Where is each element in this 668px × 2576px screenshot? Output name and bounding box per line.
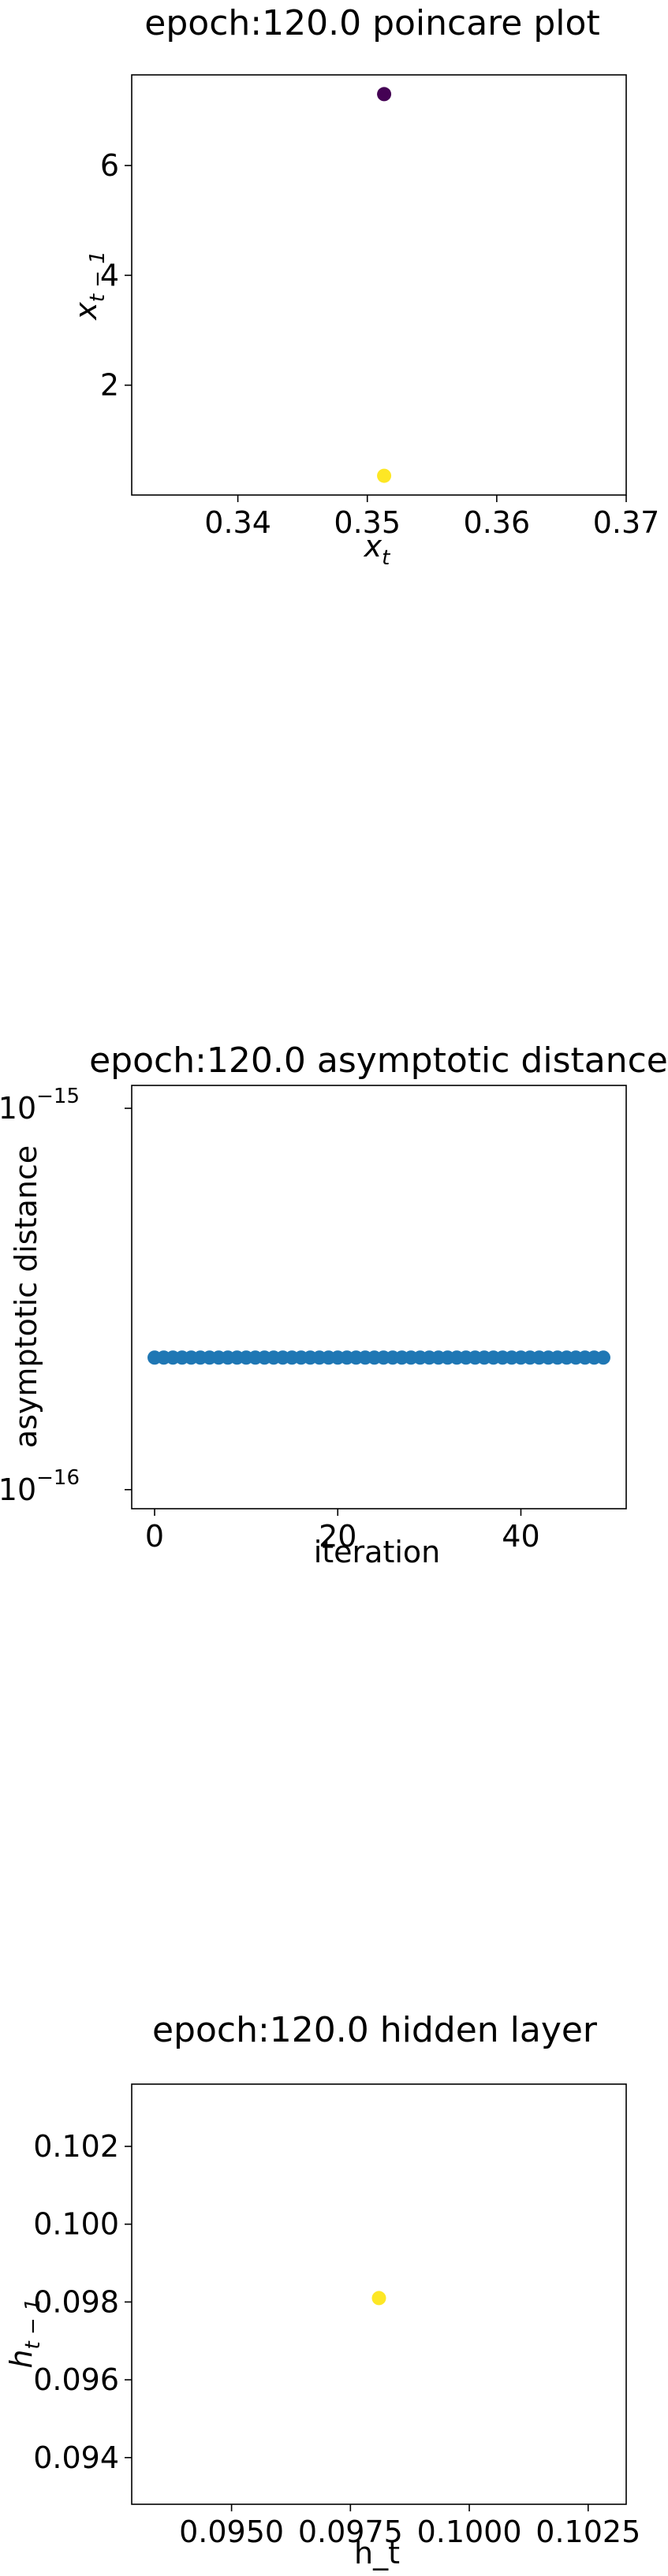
hidden-layer-chart: epoch:120.0 hidden layer 0.0950 0.0975 0.1…: [4, 2010, 640, 2570]
asymptotic-distance-chart: epoch:120.0 asymptotic distance 0 20 40 10−…: [0, 1040, 668, 1569]
plot-frame: [131, 74, 627, 496]
y-tick-label: 0.094: [33, 2440, 119, 2475]
x-axis-label: iteration: [314, 1535, 441, 1569]
x-tick-label: 0.1025: [536, 2515, 640, 2549]
x-tick-label: 0.0975: [298, 2515, 403, 2549]
x-tick-label: 0.36: [464, 505, 531, 540]
y-axis-label: xt − 1: [69, 251, 110, 321]
y-tick-label: 0.102: [33, 2129, 119, 2164]
x-axis-label: h_t: [354, 2536, 400, 2570]
y-tick-label: 10−15: [0, 1085, 80, 1126]
y-axis-label: asymptotic distance: [9, 1145, 43, 1448]
data-point: [371, 2291, 386, 2306]
data-point: [377, 468, 392, 483]
data-point: [377, 87, 392, 102]
plot-frame: [131, 1085, 627, 1509]
x-tick-label: 0.1000: [417, 2515, 522, 2549]
plot-frame: [131, 2083, 627, 2505]
y-tick-label: 6: [100, 148, 119, 183]
x-tick-label: 20: [319, 1519, 356, 1554]
y-tick-label: 4: [100, 258, 119, 292]
y-axis-label: ht − 1: [4, 2298, 45, 2368]
x-tick-label: 0: [145, 1519, 164, 1554]
y-tick-label: 2: [100, 368, 119, 403]
x-tick-label: 0.0950: [179, 2515, 284, 2549]
x-tick-label: 0.37: [593, 505, 660, 540]
chart-title: epoch:120.0 asymptotic distance: [89, 1040, 668, 1081]
x-tick-label: 40: [502, 1519, 539, 1554]
chart-title: epoch:120.0 poincare plot: [144, 3, 599, 43]
y-tick-label: 0.100: [33, 2207, 119, 2242]
poincare-plot-chart: epoch:120.0 poincare plot 0.34 0.35 0.36 0.…: [69, 3, 660, 570]
y-tick-label: 0.098: [33, 2284, 119, 2319]
data-point: [595, 1350, 610, 1365]
x-tick-label: 0.34: [204, 505, 271, 540]
chart-title: epoch:120.0 hidden layer: [152, 2010, 598, 2050]
y-tick-label: 0.096: [33, 2362, 119, 2397]
y-tick-label: 10−16: [0, 1466, 80, 1507]
x-tick-label: 0.35: [334, 505, 401, 540]
